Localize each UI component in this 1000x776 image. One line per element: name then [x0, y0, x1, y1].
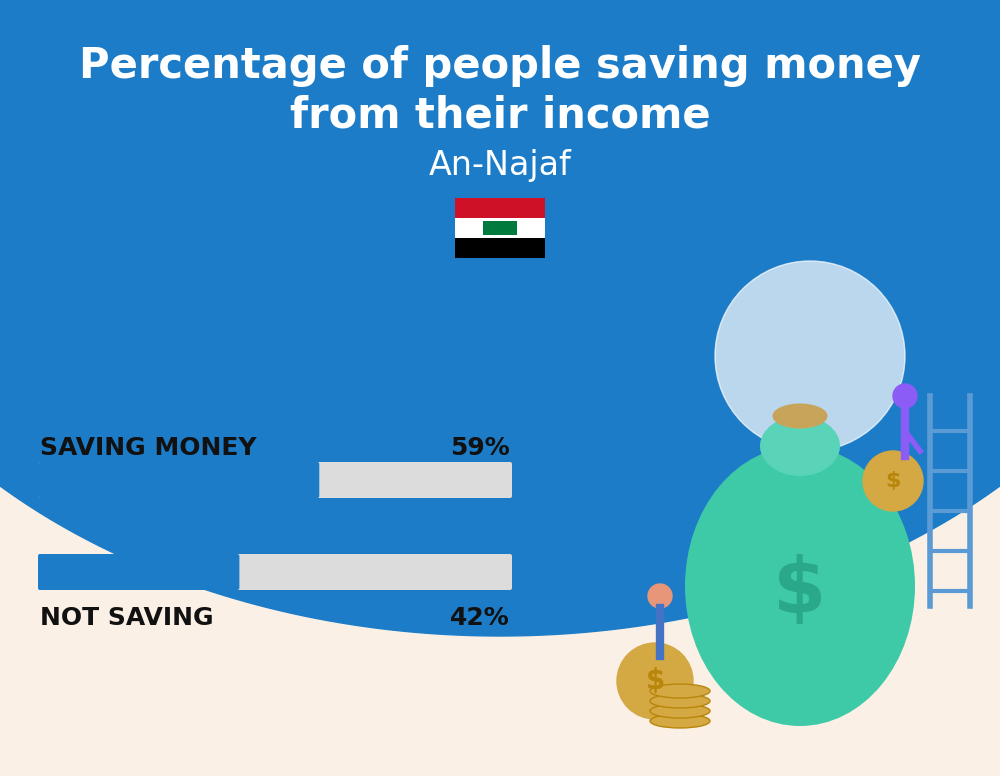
FancyBboxPatch shape	[38, 554, 512, 590]
Text: $: $	[645, 667, 665, 695]
Ellipse shape	[650, 704, 710, 718]
Text: $: $	[773, 554, 827, 628]
Ellipse shape	[772, 404, 828, 428]
Text: NOT SAVING: NOT SAVING	[40, 606, 214, 630]
Circle shape	[863, 451, 923, 511]
Bar	[455, 238, 545, 258]
FancyBboxPatch shape	[38, 462, 319, 498]
Text: $: $	[885, 471, 901, 491]
Text: An-Najaf: An-Najaf	[429, 150, 571, 182]
Circle shape	[893, 384, 917, 408]
Ellipse shape	[685, 446, 915, 726]
Circle shape	[715, 261, 905, 451]
Text: 42%: 42%	[450, 606, 510, 630]
Circle shape	[617, 643, 693, 719]
Polygon shape	[0, 0, 1000, 636]
Ellipse shape	[760, 416, 840, 476]
Bar	[455, 198, 545, 218]
Text: from their income: from their income	[290, 95, 710, 137]
Bar	[455, 218, 545, 238]
Text: Percentage of people saving money: Percentage of people saving money	[79, 45, 921, 87]
Text: 59%: 59%	[450, 436, 510, 460]
Ellipse shape	[650, 684, 710, 698]
Bar	[483, 221, 517, 235]
Circle shape	[648, 584, 672, 608]
FancyBboxPatch shape	[38, 462, 512, 498]
FancyBboxPatch shape	[38, 554, 239, 590]
Polygon shape	[0, 0, 1000, 346]
Text: SAVING MONEY: SAVING MONEY	[40, 436, 257, 460]
Ellipse shape	[650, 714, 710, 728]
Ellipse shape	[650, 694, 710, 708]
